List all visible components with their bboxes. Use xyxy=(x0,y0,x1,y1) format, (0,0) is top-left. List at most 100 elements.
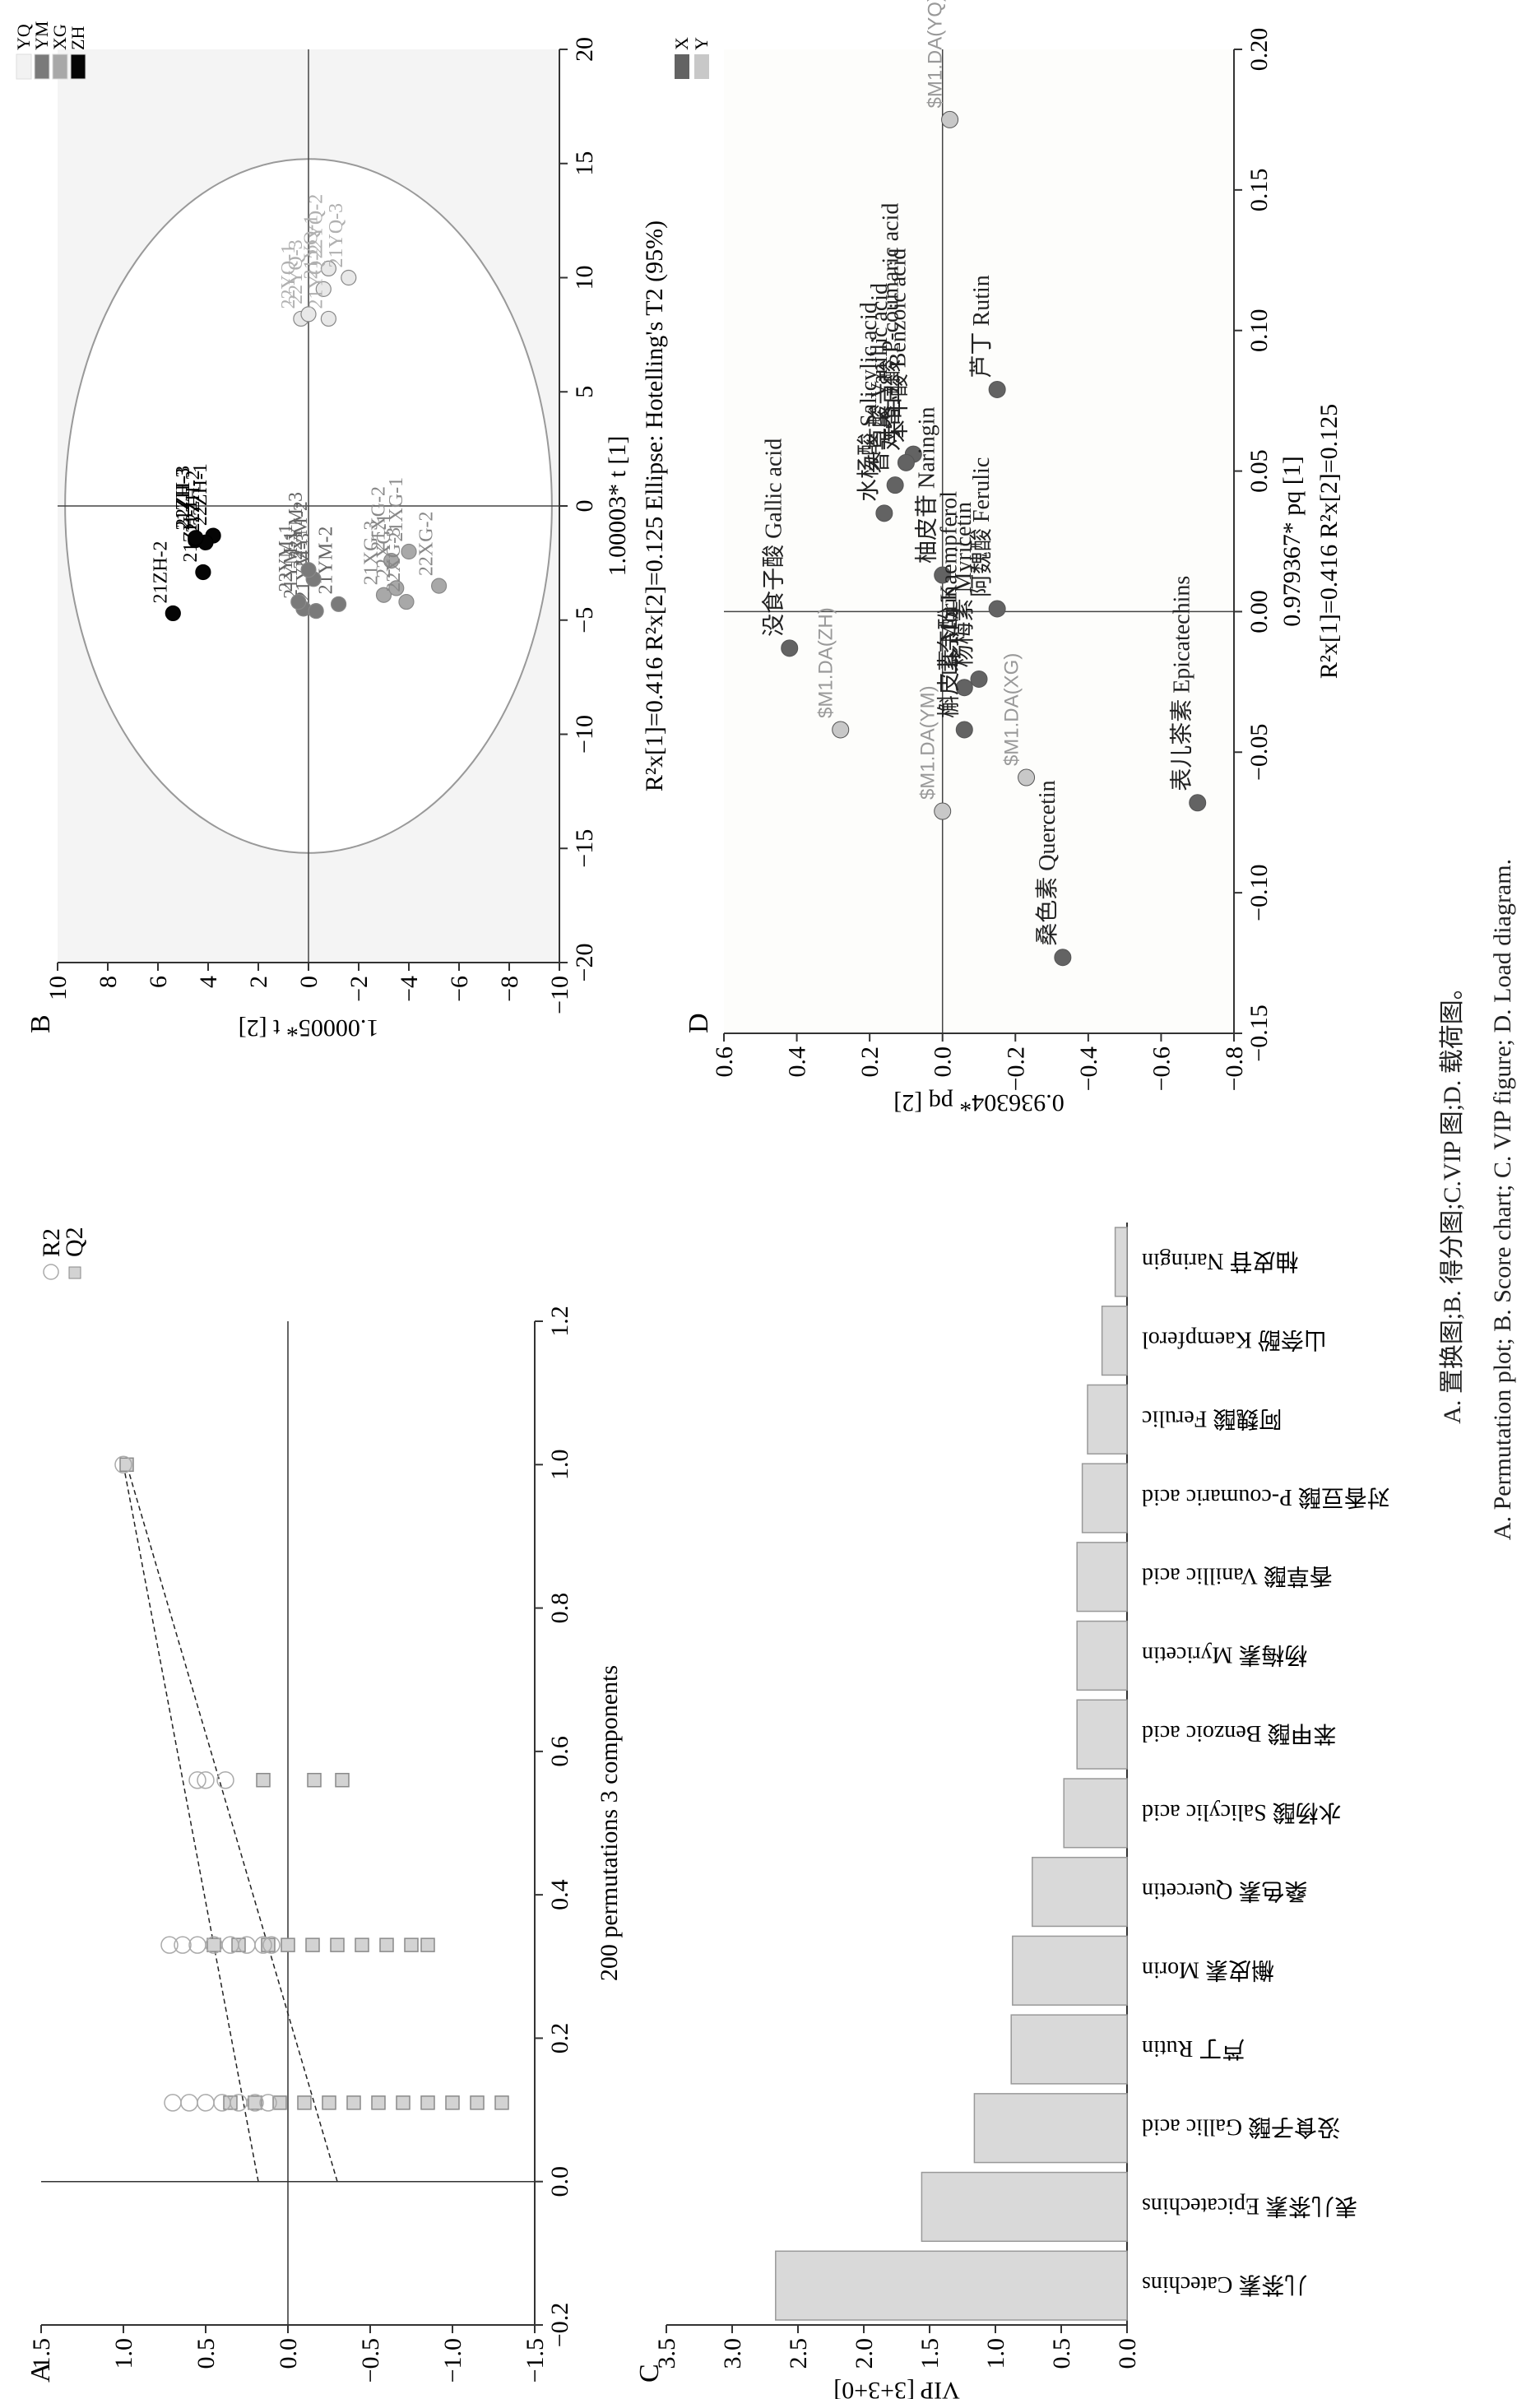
q2-point xyxy=(335,1772,350,1788)
y-tick-label: 6 xyxy=(145,976,172,988)
plot-background xyxy=(724,49,1234,1033)
y-tick-label: −0.6 xyxy=(1148,1046,1175,1091)
legend-label-x: X xyxy=(671,37,692,50)
y-tick-label: 3.0 xyxy=(719,2338,746,2369)
panel-letter-b: B xyxy=(26,1014,56,1033)
regression-line-r2 xyxy=(123,1464,259,2182)
y-tick-label: 4 xyxy=(195,976,222,988)
caption-zh: A. 置换图;B. 得分图;C.VIP 图;D. 载荷图。 xyxy=(1439,975,1466,1424)
x-tick-label: 0.05 xyxy=(1245,449,1273,493)
r2-point xyxy=(197,2094,215,2112)
x-axis-label: 200 permutations 3 components xyxy=(596,1665,623,1981)
x-tick-label: −0.15 xyxy=(1245,1005,1273,1061)
score-point-yq xyxy=(320,260,336,276)
loading-point-label: 槲皮素 Morin xyxy=(935,586,962,718)
vip-bar xyxy=(1101,1305,1128,1376)
x-tick-label: −0.2 xyxy=(546,2303,573,2347)
y-tick-label: −0.4 xyxy=(1075,1046,1102,1091)
y-variable-point xyxy=(1018,768,1036,787)
vip-category-label: 柚皮苷 Naringin xyxy=(1142,1248,1299,1274)
y-tick-label: 1.0 xyxy=(110,2338,137,2369)
x-axis-label: 0.979367* pq [1] xyxy=(1278,456,1306,626)
score-point-label: 22YM-3 xyxy=(285,492,307,560)
vip-bar xyxy=(1063,1778,1128,1849)
score-point-zh xyxy=(165,605,181,622)
caption-en: A. Permutation plot; B. Score chart; C. … xyxy=(1489,858,1516,1541)
loading-point-label: 水杨酸 Salicylic acid xyxy=(856,302,882,502)
regression-line-q2 xyxy=(126,1464,338,2182)
loading-point-label: $M1.DA(YQ) xyxy=(925,0,947,108)
y-tick-label: 0.5 xyxy=(192,2338,220,2369)
vip-bar xyxy=(973,2093,1128,2164)
x-tick-label: 1.0 xyxy=(546,1450,573,1481)
x-tick-label: −0.10 xyxy=(1245,864,1273,921)
y-variable-point xyxy=(934,802,952,820)
loading-point-label: 桑色素 Quercetin xyxy=(1034,780,1060,945)
legend-r2-label: R2 xyxy=(38,1228,65,1257)
y-tick-label: −0.5 xyxy=(357,2338,384,2383)
score-point-label: 22YQ-2 xyxy=(305,194,327,259)
x-variable-point xyxy=(988,600,1006,618)
legend-label-xg: XG xyxy=(49,24,70,50)
q2-point xyxy=(494,2095,509,2110)
loading-point-label: 芦丁 Rutin xyxy=(968,275,995,378)
vip-category-label: 阿魏酸 Ferulic xyxy=(1142,1405,1282,1432)
y-tick-label: 2.5 xyxy=(785,2338,812,2369)
panel-letter-c: C xyxy=(634,2364,665,2383)
loading-point-label: $M1.DA(YM) xyxy=(917,685,939,800)
x-axis-label: 1.00003* t [1] xyxy=(604,436,631,577)
score-point-label: 21XG-2 xyxy=(369,486,390,551)
x-tick-label: 0.15 xyxy=(1245,169,1273,212)
x-variable-point xyxy=(955,679,973,697)
r2-point xyxy=(216,1770,234,1789)
score-point-yq xyxy=(320,310,336,327)
panel-letter-a: A xyxy=(26,2362,56,2383)
y-tick-label: 1.0 xyxy=(982,2338,1009,2369)
panel-letter-d: D xyxy=(684,1013,714,1033)
score-point-xg xyxy=(375,587,392,603)
vip-bar xyxy=(1114,1227,1128,1297)
legend-q2-marker xyxy=(68,1266,81,1279)
vip-bar xyxy=(1032,1856,1128,1928)
vip-category-label: 表儿茶素 Epicatechins xyxy=(1142,2193,1357,2219)
vip-category-label: 桑色素 Quercetin xyxy=(1142,1878,1307,1905)
vip-category-label: 芦丁 Rutin xyxy=(1142,2035,1245,2062)
score-point-label: 21ZH-2 xyxy=(150,541,171,603)
y-tick-label: −10 xyxy=(546,976,573,1014)
loading-point-label: 表儿茶素 Epicatechins xyxy=(1169,576,1195,791)
loading-point-label: 杨梅素 Myricetin xyxy=(950,502,976,667)
r2-point xyxy=(188,1936,206,1954)
score-point-ym xyxy=(300,562,317,578)
q2-point xyxy=(330,1937,345,1952)
vip-category-label: 杨梅素 Myricetin xyxy=(1142,1641,1307,1668)
q2-point xyxy=(420,2095,435,2110)
stats-label: R²x[1]=0.416 R²x[2]=0.125 xyxy=(1315,404,1343,679)
score-point-xg xyxy=(383,553,400,569)
vip-category-label: 香草酸 Vanillic acid xyxy=(1142,1563,1333,1589)
score-point-label: 22ZH-1 xyxy=(190,463,211,526)
r2-point xyxy=(246,2094,264,2112)
vip-bar xyxy=(921,2171,1128,2243)
score-point-yq xyxy=(300,306,317,322)
x-tick-label: 0.20 xyxy=(1245,28,1273,72)
score-point-label: 21YM-1 xyxy=(281,531,302,599)
vip-bar xyxy=(1076,1699,1128,1770)
y-tick-label: 0.0 xyxy=(1114,2338,1141,2369)
x-tick-label: 1.2 xyxy=(546,1306,573,1337)
q2-point xyxy=(445,2095,460,2110)
legend-label-yq: YQ xyxy=(13,24,34,50)
legend-label-y: Y xyxy=(691,37,712,50)
stats-and-ellipse-note: R²x[1]=0.416 R²x[2]=0.125 Ellipse: Hotel… xyxy=(641,220,668,791)
y-tick-label: 0.6 xyxy=(711,1046,738,1078)
x-variable-point xyxy=(781,639,799,657)
vip-category-label: 儿茶素 Catechins xyxy=(1142,2271,1307,2298)
x-tick-label: 0 xyxy=(571,500,598,513)
legend-swatch-y xyxy=(694,54,709,79)
q2-point xyxy=(305,1937,320,1952)
vip-category-label: 水杨酸 Salicylic acid xyxy=(1142,1799,1342,1826)
score-point-yq xyxy=(315,281,332,297)
legend-q2-label: Q2 xyxy=(61,1227,88,1257)
y-tick-label: 0.0 xyxy=(930,1046,957,1078)
